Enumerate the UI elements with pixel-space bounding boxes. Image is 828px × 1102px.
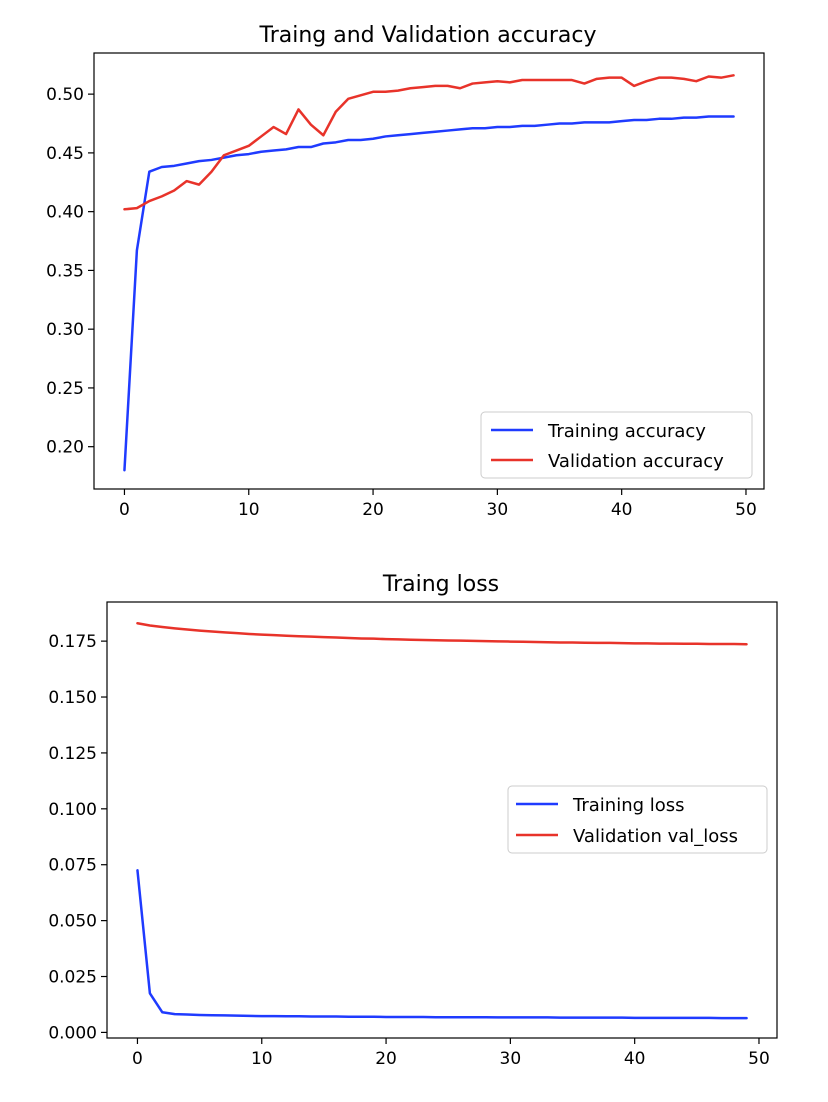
loss-plot-frame <box>106 601 778 1039</box>
accuracy-y-tick-label: 0.25 <box>46 379 84 399</box>
loss-y-tick-label: 0.100 <box>48 800 97 820</box>
loss-x-tick-label: 10 <box>251 1049 273 1069</box>
accuracy-plot-lines <box>123 74 735 472</box>
accuracy-x-tick-label: 10 <box>238 500 260 520</box>
legend-label-validation-accuracy: Validation accuracy <box>548 451 724 472</box>
loss-x-tick-label: 50 <box>748 1049 770 1069</box>
loss-y-tick-label: 0.150 <box>48 688 97 708</box>
accuracy-y-tick-label: 0.40 <box>46 203 84 223</box>
loss-series-line-training-loss <box>136 869 748 1020</box>
loss-x-tick-label: 40 <box>624 1049 646 1069</box>
accuracy-series-line-training-accuracy <box>123 115 735 472</box>
accuracy-y-tick-label: 0.50 <box>46 85 84 105</box>
loss-series-line-validation-val-loss <box>136 621 748 646</box>
accuracy-series-line-validation-accuracy <box>123 74 735 211</box>
accuracy-x-tick-label: 40 <box>611 500 633 520</box>
accuracy-legend: Training accuracy Validation accuracy <box>480 411 753 479</box>
accuracy-legend-box <box>480 411 753 479</box>
loss-plot-lines <box>136 621 748 1020</box>
loss-x-tick-label: 30 <box>500 1049 522 1069</box>
loss-x-tick-label: 0 <box>132 1049 143 1069</box>
loss-y-tick-label: 0.075 <box>48 856 97 876</box>
accuracy-y-tick-label: 0.30 <box>46 320 84 340</box>
accuracy-y-tick-label: 0.35 <box>46 261 84 281</box>
loss-y-tick-label: 0.050 <box>48 912 97 932</box>
accuracy-x-tick-label: 20 <box>362 500 384 520</box>
loss-y-tick-label: 0.175 <box>48 632 97 652</box>
legend-label-training-loss: Training loss <box>572 795 685 816</box>
accuracy-axes-ticks: 0 10 20 30 40 50 0.20 0.25 0.30 0.35 0.40 0.45 0.50 <box>46 85 757 520</box>
loss-y-tick-label: 0.000 <box>48 1023 97 1043</box>
legend-label-validation-val-loss: Validation val_loss <box>573 826 738 847</box>
accuracy-y-tick-label: 0.20 <box>46 438 84 458</box>
loss-x-tick-label: 20 <box>375 1049 397 1069</box>
loss-chart: Traing loss 0 10 20 30 40 50 0.000 0.025 0.050 0.… <box>48 572 778 1069</box>
accuracy-x-tick-label: 30 <box>487 500 509 520</box>
legend-label-training-accuracy: Training accuracy <box>547 421 706 442</box>
loss-axes-ticks: 0 10 20 30 40 50 0.000 0.025 0.050 0.075 0.100 0.12… <box>48 632 769 1069</box>
accuracy-x-tick-label: 50 <box>735 500 757 520</box>
loss-y-tick-label: 0.025 <box>48 968 97 988</box>
accuracy-y-tick-label: 0.45 <box>46 144 84 164</box>
loss-y-tick-label: 0.125 <box>48 744 97 764</box>
loss-legend-box <box>507 785 768 854</box>
accuracy-chart-title: Traing and Validation accuracy <box>258 23 596 48</box>
loss-chart-title: Traing loss <box>382 572 499 597</box>
loss-legend: Training loss Validation val_loss <box>507 785 768 854</box>
accuracy-chart: Traing and Validation accuracy 0 10 20 30 40… <box>46 23 765 520</box>
accuracy-x-tick-label: 0 <box>119 500 130 520</box>
